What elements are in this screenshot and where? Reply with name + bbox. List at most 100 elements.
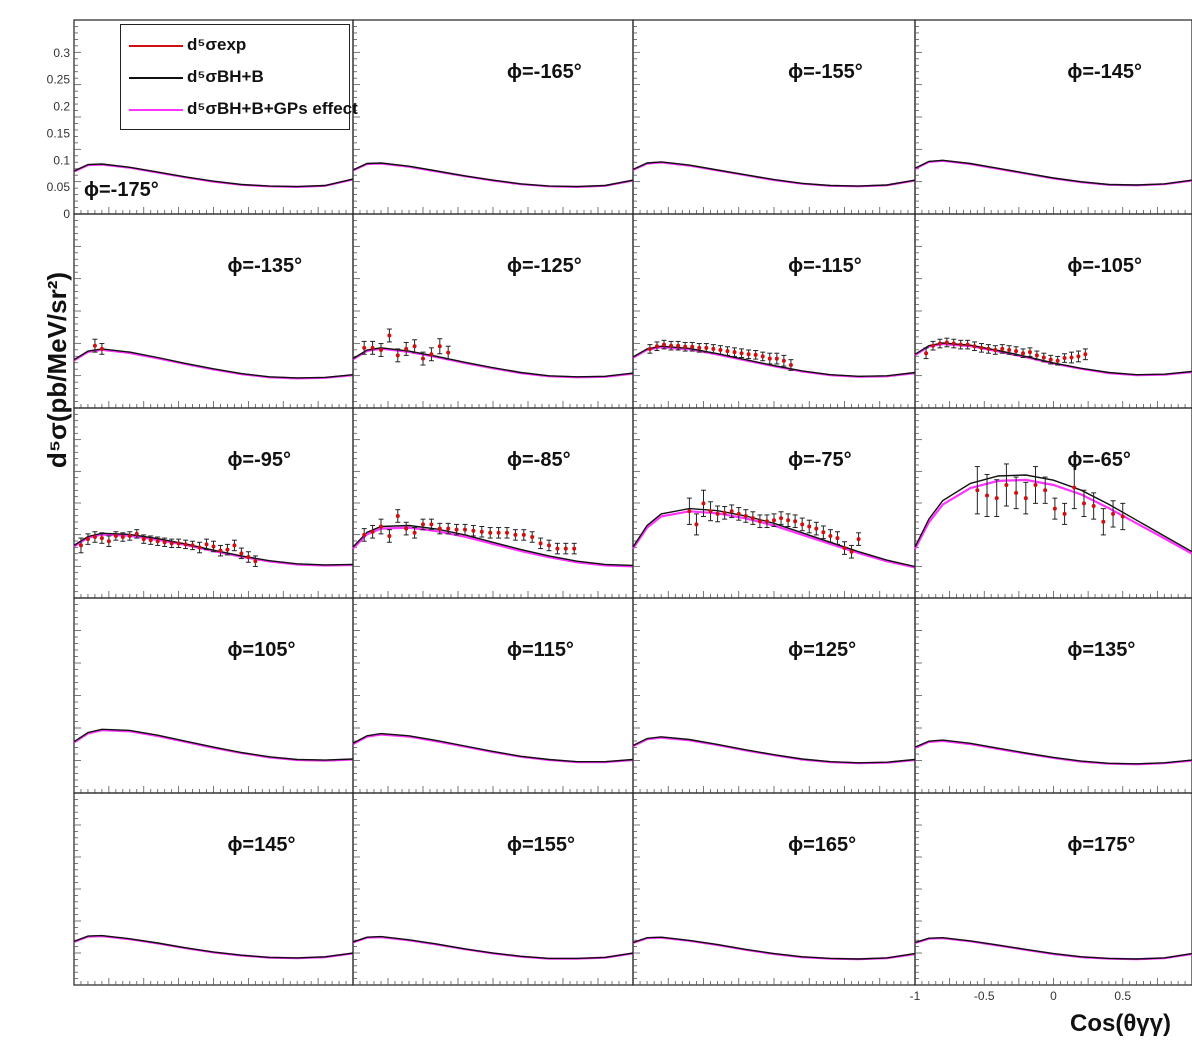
data-point xyxy=(106,539,111,544)
data-point xyxy=(1120,514,1125,519)
curve-bh-b-gps-effect xyxy=(914,342,1192,377)
panel-label: ϕ=175° xyxy=(1067,834,1135,856)
legend: d⁵σexp d⁵σBH+B d⁵σBH+B+GPs effect xyxy=(120,24,358,130)
curve-bh-b-gps-effect xyxy=(352,526,634,568)
panel-label: ϕ=105° xyxy=(227,639,295,661)
curve-bh-b xyxy=(632,161,916,187)
data-point xyxy=(1014,349,1019,354)
data-point xyxy=(704,345,709,350)
panel-label: ϕ=-85° xyxy=(507,449,571,471)
curve-bh-b xyxy=(914,159,1192,186)
data-point xyxy=(412,530,417,535)
x-tick-label: -1 xyxy=(910,989,921,1003)
data-point xyxy=(985,493,990,498)
panel-frame xyxy=(73,597,354,794)
legend-swatch-gps xyxy=(129,109,183,111)
data-point xyxy=(937,341,942,346)
panel-frame xyxy=(632,407,916,599)
curve-bh-b xyxy=(73,348,354,379)
panel-frame xyxy=(914,407,1192,599)
data-point xyxy=(471,528,476,533)
data-point xyxy=(521,532,526,537)
data-point xyxy=(1004,482,1009,487)
curve-bh-b xyxy=(914,342,1192,376)
data-point xyxy=(708,509,713,514)
data-point xyxy=(513,532,518,537)
data-point xyxy=(1021,351,1026,356)
data-point xyxy=(387,533,392,538)
data-point xyxy=(421,522,425,527)
data-point xyxy=(965,342,970,347)
data-point xyxy=(1027,350,1032,355)
data-point xyxy=(1033,482,1038,487)
curve-bh-b-gps-effect xyxy=(914,478,1192,555)
curve-bh-b xyxy=(914,474,1192,553)
y-tick-label: 0.2 xyxy=(53,100,70,114)
data-point xyxy=(1023,496,1028,501)
legend-label-gps: d⁵σBH+B+GPs effect xyxy=(187,99,358,118)
panel-frame xyxy=(352,19,634,215)
curve-bh-b xyxy=(73,934,354,959)
data-point xyxy=(821,530,826,535)
legend-entry-exp: d⁵σexp xyxy=(125,31,347,61)
data-point xyxy=(757,519,762,524)
data-point xyxy=(951,341,956,346)
data-point xyxy=(781,358,786,363)
data-point xyxy=(760,354,765,359)
data-point xyxy=(162,540,167,545)
panel-frame xyxy=(73,792,354,986)
data-point xyxy=(99,536,104,541)
curve-bh-b-gps-effect xyxy=(73,729,354,762)
data-point xyxy=(538,541,543,546)
data-point xyxy=(211,544,216,549)
curve-bh-b xyxy=(352,732,634,763)
panel-label: ϕ=-105° xyxy=(1067,255,1142,277)
data-point xyxy=(404,346,409,351)
curve-bh-b-gps-effect xyxy=(914,739,1192,766)
data-point xyxy=(246,554,251,559)
data-point xyxy=(647,346,652,351)
data-point xyxy=(446,350,451,355)
data-point xyxy=(370,529,375,534)
data-point xyxy=(134,531,139,536)
data-point xyxy=(572,546,577,551)
data-point xyxy=(78,543,83,548)
panel-label: ϕ=165° xyxy=(788,834,856,856)
data-point xyxy=(842,546,847,551)
data-point xyxy=(1081,501,1086,506)
curve-bh-b xyxy=(632,736,916,764)
data-point xyxy=(924,351,929,356)
data-point xyxy=(1007,347,1012,352)
curve-bh-b-gps-effect xyxy=(632,161,916,188)
data-point xyxy=(800,522,805,527)
data-point xyxy=(169,541,174,546)
data-point xyxy=(683,344,688,349)
data-point xyxy=(669,343,674,348)
curve-bh-b xyxy=(352,162,634,188)
panel-frame xyxy=(914,792,1192,986)
data-point xyxy=(99,346,104,351)
data-point xyxy=(1055,358,1060,363)
data-point xyxy=(218,548,223,553)
data-point xyxy=(412,344,417,349)
data-point xyxy=(1101,519,1106,524)
data-point xyxy=(835,536,840,541)
data-point xyxy=(736,511,741,516)
panel-label: ϕ=-115° xyxy=(788,255,862,277)
data-point xyxy=(786,518,791,523)
data-point xyxy=(370,345,375,350)
data-point xyxy=(232,543,237,548)
data-point xyxy=(774,356,779,361)
legend-entry-gps: d⁵σBH+B+GPs effect xyxy=(125,95,358,125)
curve-bh-b xyxy=(914,739,1192,765)
data-point xyxy=(701,501,706,506)
data-point xyxy=(828,533,833,538)
panel-label: ϕ=-135° xyxy=(227,255,302,277)
data-point xyxy=(711,346,716,351)
data-point xyxy=(654,344,659,349)
legend-label-exp: d⁵σexp xyxy=(187,35,247,54)
data-point xyxy=(767,356,772,361)
y-tick-label: 0.25 xyxy=(47,73,71,87)
data-point xyxy=(190,543,195,548)
legend-label-bh: d⁵σBH+B xyxy=(187,67,264,86)
